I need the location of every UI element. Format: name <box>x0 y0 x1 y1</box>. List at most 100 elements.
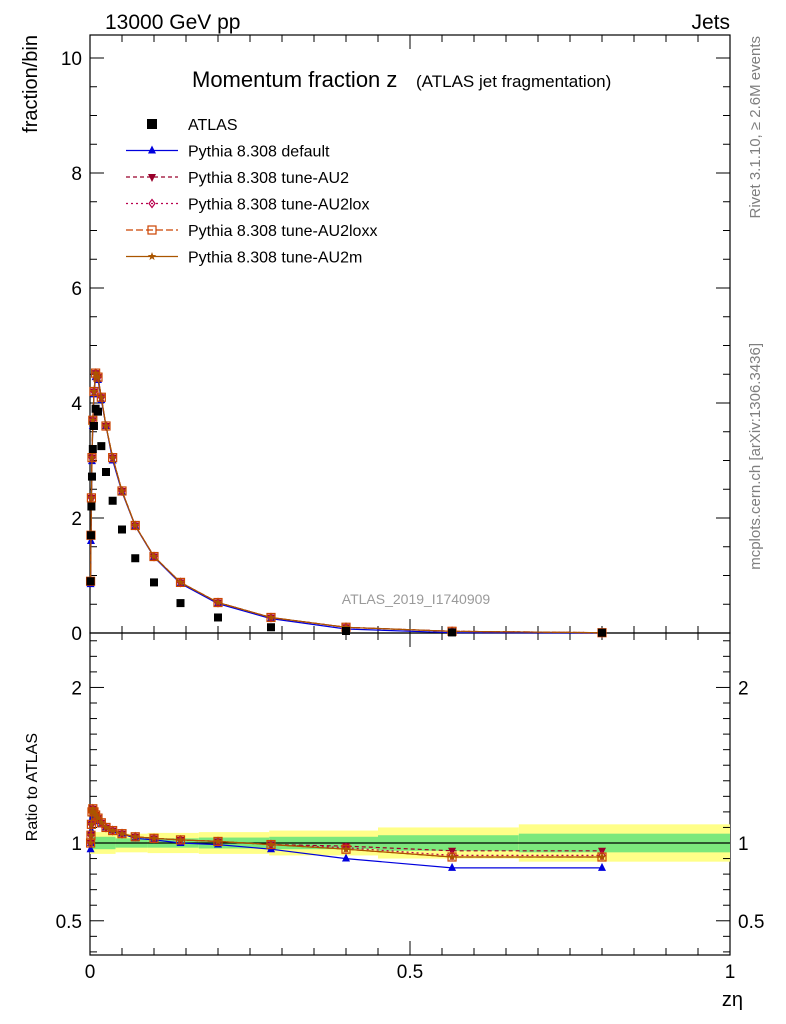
point-AU2m <box>117 486 127 495</box>
point-atlas <box>86 531 95 540</box>
ratio-axis-ticks: 0.5 0.5 1 1 2 2 0 0.5 1 <box>56 633 764 983</box>
x-tick-label: 1 <box>725 962 736 983</box>
legend-marker-AU2lox <box>148 198 156 209</box>
ratio-point-AU2m <box>87 819 96 828</box>
ratio-point-AU2m <box>447 852 457 861</box>
point-atlas <box>94 407 102 416</box>
legend-marker-AU2loxx <box>147 225 157 235</box>
point-AU2m <box>213 598 223 607</box>
ratio-point-AU2m <box>86 838 95 847</box>
point-atlas <box>342 626 350 635</box>
y-tick-label: 10 <box>61 49 82 70</box>
legend-label-AU2m: Pythia 8.308 tune-AU2m <box>188 250 362 267</box>
ratio-point-AU2m <box>131 832 140 841</box>
main-series <box>85 368 607 638</box>
analysis-watermark: ATLAS_2019_I1740909 <box>342 591 491 607</box>
ratio-point-AU2lox <box>598 850 606 861</box>
y-tick-label: 6 <box>71 279 82 300</box>
ratio-point-AU2m <box>266 840 276 849</box>
point-atlas <box>176 599 185 608</box>
y-tick-label: 4 <box>71 394 82 415</box>
header-right: Jets <box>691 11 730 34</box>
legend-label-AU2: Pythia 8.308 tune-AU2 <box>188 170 349 187</box>
ratio-point-AU2m <box>213 836 223 846</box>
ratio-point-AU2m <box>341 844 351 853</box>
header-left: 13000 GeV pp <box>105 11 240 34</box>
point-AU2m <box>176 577 185 586</box>
main-plot-frame <box>89 34 731 634</box>
ratio-point-default <box>86 844 95 853</box>
source-label: mcplots.cern.ch [arXiv:1306.3436] <box>747 343 764 570</box>
ratio-point-AU2m <box>597 852 607 861</box>
ratio-y-tick-label: 0.5 <box>56 912 82 933</box>
ratio-point-default <box>448 862 457 871</box>
point-atlas <box>97 442 106 451</box>
legend-label-AU2lox: Pythia 8.308 tune-AU2lox <box>188 197 369 214</box>
point-AU2m <box>101 421 111 430</box>
point-atlas <box>266 623 275 632</box>
ratio-point-AU2m <box>93 813 103 822</box>
point-AU2m <box>87 453 97 462</box>
point-atlas <box>87 502 96 511</box>
ratio-y-tick-label-right: 1 <box>738 834 749 855</box>
ratio-series-AU2m <box>86 804 607 861</box>
legend-marker-AU2 <box>148 174 156 182</box>
point-atlas <box>88 445 97 453</box>
ratio-y-tick-label: 1 <box>71 834 82 855</box>
point-AU2m <box>87 493 96 502</box>
legend-label-atlas: ATLAS <box>188 117 238 134</box>
ratio-point-AU2lox <box>342 842 350 853</box>
chart-title: Momentum fraction z <box>192 67 397 92</box>
point-atlas <box>150 578 158 587</box>
ratio-y-tick-label-right: 0.5 <box>738 912 764 933</box>
ratio-ylabel: Ratio to ATLAS <box>24 733 41 841</box>
ratio-y-tick-label-right: 2 <box>738 678 749 699</box>
ratio-point-AU2m <box>88 804 98 813</box>
rivet-label: Rivet 3.1.10, ≥ 2.6M events <box>747 36 764 219</box>
x-tick-label: 0.5 <box>397 962 423 983</box>
main-axis-ticks: 0 2 4 6 8 10 <box>61 35 731 645</box>
ratio-plot-frame <box>89 632 731 956</box>
ratio-point-AU2lox <box>448 850 456 861</box>
ratio-point-AU2m <box>101 822 111 832</box>
legend: ATLAS Pythia 8.308 default Pythia 8.308 tu… <box>126 117 377 267</box>
ratio-point-AU2m <box>149 833 159 842</box>
point-atlas <box>214 613 222 622</box>
ratio-point-AU2m <box>91 810 100 819</box>
ratio-point-default <box>598 862 606 871</box>
x-axis-label: zη <box>722 989 743 1011</box>
legend-marker-default <box>148 145 156 154</box>
point-AU2m <box>91 368 100 377</box>
point-atlas <box>598 628 606 637</box>
point-atlas <box>118 525 126 534</box>
point-AU2m <box>97 392 106 401</box>
y-tick-label: 2 <box>71 509 82 530</box>
ratio-point-AU2m <box>176 835 185 844</box>
point-atlas <box>89 422 98 430</box>
point-atlas <box>87 472 96 481</box>
ratio-point-AU2m <box>117 829 127 838</box>
ratio-point-AU2m <box>108 826 117 835</box>
legend-label-AU2loxx: Pythia 8.308 tune-AU2loxx <box>188 223 377 240</box>
point-AU2m <box>89 387 99 396</box>
point-AU2m <box>93 372 103 381</box>
point-AU2m <box>341 622 351 631</box>
ratio-series <box>85 803 607 871</box>
legend-label-default: Pythia 8.308 default <box>188 144 330 161</box>
chart-subtitle: (ATLAS jet fragmentation) <box>416 72 611 91</box>
ratio-y-tick-label: 2 <box>71 678 82 699</box>
x-tick-label: 0 <box>85 962 96 983</box>
point-AU2m <box>149 552 159 561</box>
legend-marker-atlas <box>147 119 157 129</box>
main-ylabel: fraction/bin <box>20 35 42 133</box>
series-atlas <box>86 404 606 637</box>
legend-marker-AU2m <box>147 252 157 261</box>
point-AU2m <box>131 521 140 530</box>
ratio-point-AU2m <box>97 818 106 827</box>
ratio-point-default <box>342 853 350 862</box>
point-AU2m <box>108 453 117 462</box>
point-atlas <box>448 628 457 637</box>
y-tick-label: 8 <box>71 164 82 185</box>
point-atlas <box>108 496 117 505</box>
